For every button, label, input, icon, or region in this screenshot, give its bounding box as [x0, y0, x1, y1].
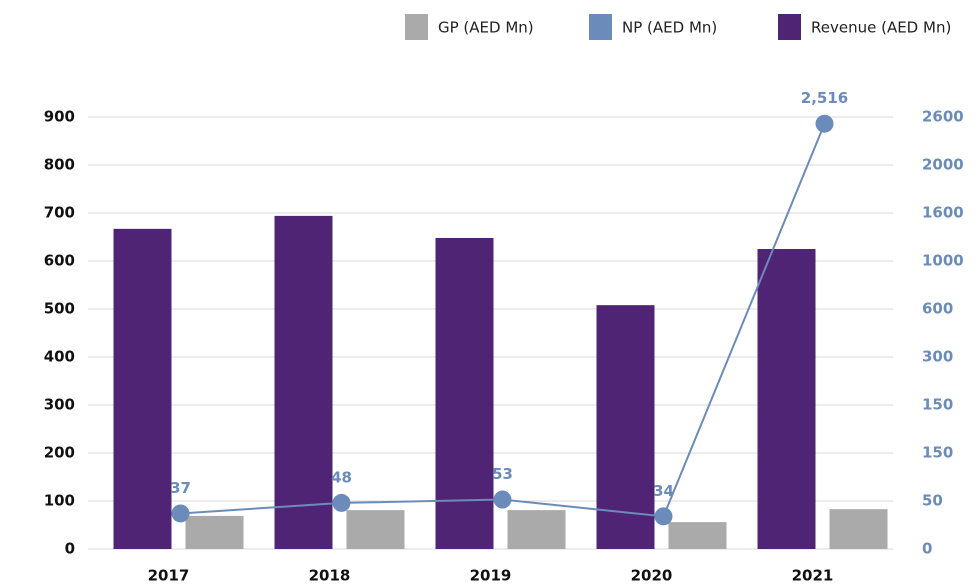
data-label: 48: [331, 468, 352, 486]
x-tick-label: 2020: [631, 567, 673, 585]
y2-tick-label: 0: [922, 540, 932, 558]
y-tick-label: 900: [44, 108, 75, 126]
x-tick-label: 2017: [148, 567, 190, 585]
y2-tick-label: 300: [922, 348, 953, 366]
point: [815, 114, 834, 133]
y2-tick-label: 600: [922, 300, 953, 318]
y2-tick-label: 50: [922, 492, 943, 510]
y-tick-label: 700: [44, 204, 75, 222]
bar: [507, 510, 566, 549]
point: [171, 504, 190, 523]
data-label: 37: [170, 479, 191, 497]
y2-tick-label: 2000: [922, 156, 964, 174]
legend-swatch: [778, 14, 801, 40]
data-label: 34: [653, 482, 674, 500]
bar: [829, 509, 888, 549]
y-tick-label: 600: [44, 252, 75, 270]
bar: [435, 237, 494, 549]
y2-tick-label: 2600: [922, 108, 964, 126]
y2-tick-label: 150: [922, 396, 953, 414]
legend-label: GP (AED Mn): [438, 19, 534, 37]
y-tick-label: 800: [44, 156, 75, 174]
point: [493, 490, 512, 509]
x-tick-label: 2018: [309, 567, 351, 585]
legend-swatch: [405, 14, 428, 40]
bar: [185, 515, 244, 549]
bar: [757, 249, 816, 549]
legend-swatch: [589, 14, 612, 40]
y-tick-label: 200: [44, 444, 75, 462]
y2-tick-label: 150: [922, 444, 953, 462]
y-tick-label: 300: [44, 396, 75, 414]
y2-tick-label: 1600: [922, 204, 964, 222]
legend-label: Revenue (AED Mn): [811, 19, 951, 37]
y-tick-label: 0: [65, 540, 75, 558]
y-tick-label: 400: [44, 348, 75, 366]
y-tick-label: 100: [44, 492, 75, 510]
bar: [346, 510, 405, 549]
point: [332, 493, 351, 512]
x-tick-label: 2019: [470, 567, 512, 585]
bar: [113, 228, 172, 549]
y2-tick-label: 1000: [922, 252, 964, 270]
point: [654, 507, 673, 526]
y-tick-label: 500: [44, 300, 75, 318]
bar: [274, 215, 333, 549]
data-label: 2,516: [801, 89, 848, 107]
data-label: 53: [492, 465, 513, 483]
x-tick-label: 2021: [792, 567, 834, 585]
bar: [668, 522, 727, 549]
legend-label: NP (AED Mn): [622, 19, 717, 37]
bar: [596, 305, 655, 549]
